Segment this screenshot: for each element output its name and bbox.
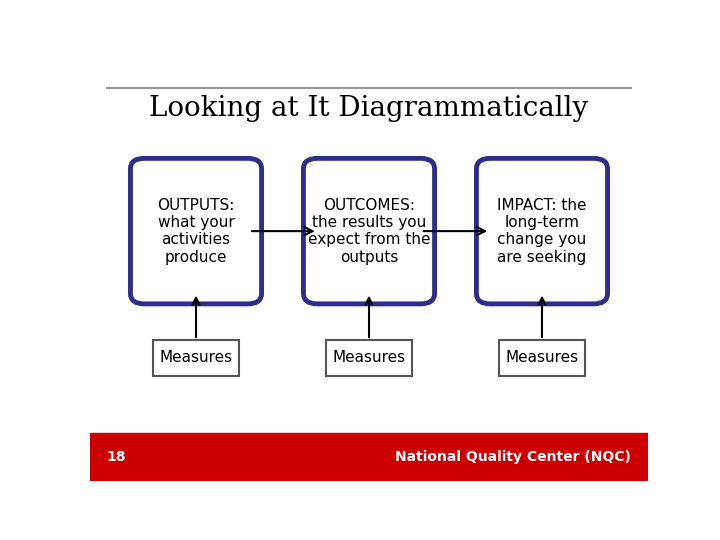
Text: IMPACT: the
long-term
change you
are seeking: IMPACT: the long-term change you are see… bbox=[498, 198, 587, 265]
Bar bbox=[499, 340, 585, 376]
Text: Measures: Measures bbox=[333, 350, 405, 366]
Text: Measures: Measures bbox=[159, 350, 233, 366]
FancyBboxPatch shape bbox=[130, 158, 261, 304]
Text: National Quality Center (NQC): National Quality Center (NQC) bbox=[395, 450, 631, 464]
Bar bbox=[90, 433, 648, 481]
FancyBboxPatch shape bbox=[303, 158, 435, 304]
Text: Measures: Measures bbox=[505, 350, 579, 366]
Text: Looking at It Diagrammatically: Looking at It Diagrammatically bbox=[150, 95, 588, 122]
Bar bbox=[153, 340, 239, 376]
Text: OUTCOMES:
the results you
expect from the
outputs: OUTCOMES: the results you expect from th… bbox=[307, 198, 431, 265]
FancyBboxPatch shape bbox=[477, 158, 608, 304]
Text: OUTPUTS:
what your
activities
produce: OUTPUTS: what your activities produce bbox=[158, 198, 235, 265]
Text: 18: 18 bbox=[107, 450, 126, 464]
Bar bbox=[325, 340, 413, 376]
